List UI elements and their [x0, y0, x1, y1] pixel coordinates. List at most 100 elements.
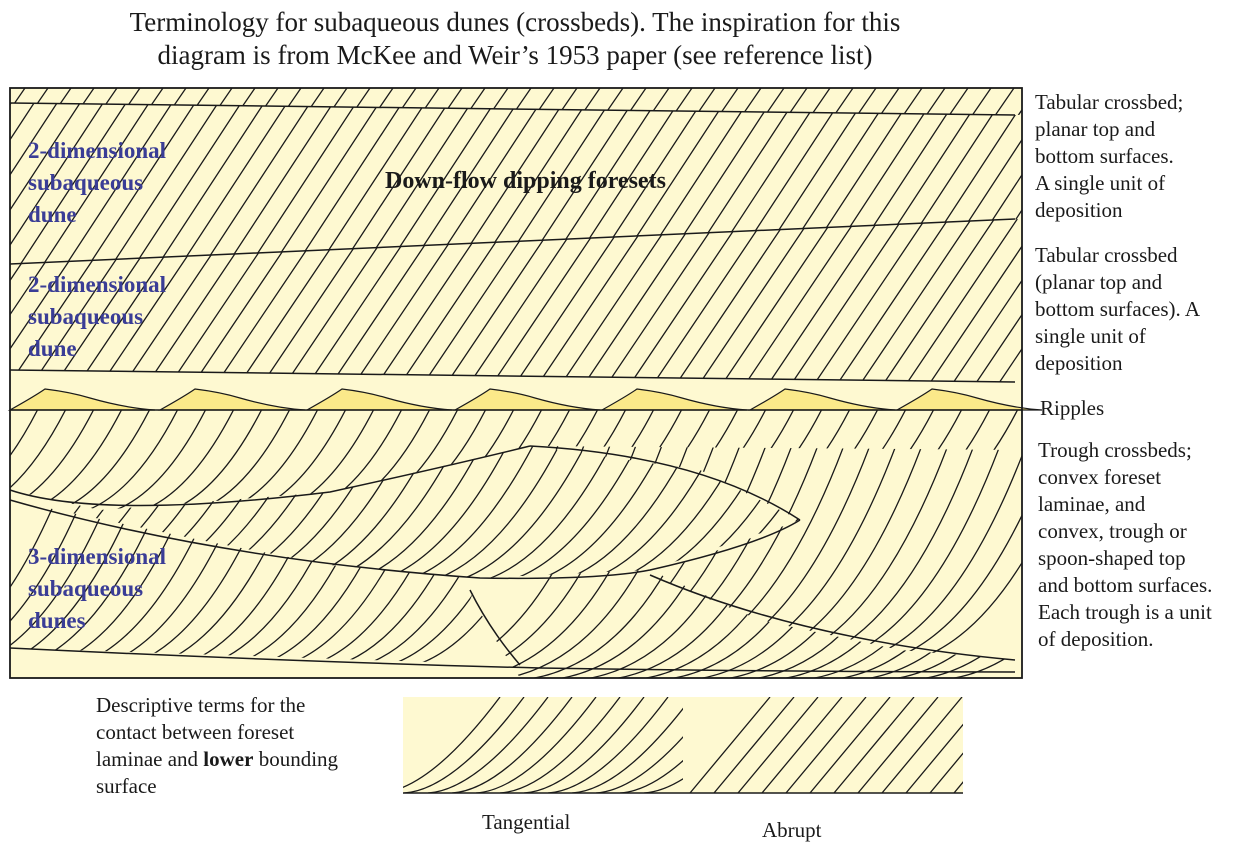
- abrupt-lamina: [761, 697, 843, 793]
- foreset-line: [789, 219, 906, 382]
- foreset-line: [950, 219, 1022, 382]
- contact-description-line: laminae and lower bounding: [96, 746, 338, 773]
- abrupt-lamina: [785, 697, 867, 793]
- foreset-line: [421, 219, 538, 382]
- trough-lamina: [541, 446, 693, 578]
- ripple: [304, 388, 453, 411]
- note-tabular-upper-line: bottom surfaces.: [1035, 144, 1174, 168]
- foreset-line: [513, 219, 630, 382]
- abrupt-lamina: [881, 697, 963, 793]
- foreset-line: [10, 103, 83, 264]
- dune-2d-lower-label: 2-dimensional subaqueous dune: [28, 269, 166, 365]
- foreset-line: [293, 103, 405, 264]
- foreset-line: [720, 219, 837, 382]
- foreset-line: [904, 219, 1021, 382]
- main-panel-frame: [9, 87, 1023, 679]
- foreset-line: [996, 219, 1022, 382]
- title-line-2: diagram is from McKee and Weir’s 1953 pa…: [157, 40, 873, 70]
- tangential-foresets: [403, 697, 683, 793]
- note-tabular-upper-line: Tabular crossbed;: [1035, 90, 1184, 114]
- foreset-line: [10, 103, 106, 264]
- trough-lamina: [10, 500, 61, 665]
- dune-2d-lower-line-3: dune: [28, 336, 77, 361]
- foreset-line: [132, 103, 244, 264]
- note-tabular-lower-line: Tabular crossbed: [1035, 243, 1178, 267]
- tangential-lamina: [595, 736, 683, 793]
- foreset-line: [559, 219, 676, 382]
- foreset-line: [10, 103, 37, 264]
- foreset-line: [385, 103, 497, 264]
- trough-surface-3: [9, 499, 801, 580]
- bounding-surface-middle: [9, 218, 1016, 265]
- ripple: [7, 388, 156, 411]
- tangential-lamina: [403, 697, 525, 793]
- trough-lamina: [10, 410, 97, 510]
- trough-lamina: [10, 410, 41, 510]
- note-tabular-lower-line: single unit of: [1035, 324, 1146, 348]
- trough-lamina: [567, 446, 719, 578]
- note-tabular-lower: Tabular crossbed (planar top and bottom …: [1035, 242, 1200, 377]
- trough-lamina: [333, 446, 485, 578]
- trough-lamina: [385, 446, 537, 578]
- foreset-line: [86, 103, 198, 264]
- foreset-line: [270, 103, 382, 264]
- foreset-line: [1014, 88, 1022, 115]
- abrupt-lamina: [737, 697, 819, 793]
- note-tabular-lower-line: (planar top and: [1035, 270, 1163, 294]
- tangential-lamina: [547, 697, 669, 793]
- note-tabular-upper: Tabular crossbed; planar top and bottom …: [1035, 89, 1183, 224]
- dune-2d-upper-line-3: dune: [28, 202, 77, 227]
- trough-lamina: [97, 410, 209, 510]
- abrupt-foresets: [689, 697, 963, 793]
- foreset-line: [17, 103, 129, 264]
- foreset-line: [743, 219, 860, 382]
- trough-surface-1: [9, 445, 531, 507]
- abrupt-lamina: [953, 781, 963, 793]
- tangential-lamina: [643, 778, 683, 793]
- contact-description: Descriptive terms for the contact betwee…: [96, 692, 338, 800]
- trough-lamina: [359, 446, 511, 578]
- dune-2d-lower-line-1: 2-dimensional: [28, 272, 167, 297]
- ripples: [7, 388, 1043, 411]
- tangential-lamina: [427, 697, 549, 793]
- trough-lamina: [293, 410, 405, 510]
- foreset-line: [155, 103, 267, 264]
- trough-lamina: [237, 410, 349, 510]
- note-trough-line: convex, trough or: [1038, 519, 1187, 543]
- foreset-line: [467, 219, 584, 382]
- foreset-line: [858, 219, 975, 382]
- foreset-line: [178, 103, 290, 264]
- tangential-lamina: [499, 697, 621, 793]
- ripple: [894, 388, 1043, 411]
- abrupt-caption: Abrupt: [762, 818, 822, 842]
- foreset-line: [431, 103, 543, 264]
- foreset-line: [490, 219, 607, 382]
- bounding-surface-lower: [9, 369, 1016, 383]
- foreset-line: [398, 219, 515, 382]
- foreset-line: [674, 219, 791, 382]
- abrupt-lamina: [689, 697, 771, 793]
- foreset-line: [247, 103, 359, 264]
- abrupt-lamina: [713, 697, 795, 793]
- abrupt-lamina: [857, 697, 939, 793]
- foresets-label: Down-flow dipping foresets: [385, 168, 666, 194]
- foreset-line: [766, 219, 883, 382]
- contact-description-line: contact between foreset: [96, 720, 295, 744]
- note-trough: Trough crossbeds; convex foreset laminae…: [1038, 437, 1212, 653]
- contact-description-bold: lower: [203, 747, 254, 771]
- note-trough-line: laminae, and: [1038, 492, 1146, 516]
- trough-surface-2: [529, 445, 801, 521]
- foreset-line: [697, 219, 814, 382]
- contact-description-text: laminae and: [96, 747, 204, 771]
- foreset-line: [10, 103, 60, 264]
- abrupt-lamina: [905, 723, 963, 793]
- foreset-line: [973, 219, 1022, 382]
- contact-description-text: bounding: [253, 747, 339, 771]
- trough-lamina: [521, 570, 673, 678]
- trough-lamina: [265, 410, 377, 510]
- foreset-line: [63, 103, 175, 264]
- trough-lamina: [153, 410, 265, 510]
- diagram-title: Terminology for subaqueous dunes (crossb…: [0, 6, 1030, 72]
- dune-3d-line-2: subaqueous: [28, 576, 144, 601]
